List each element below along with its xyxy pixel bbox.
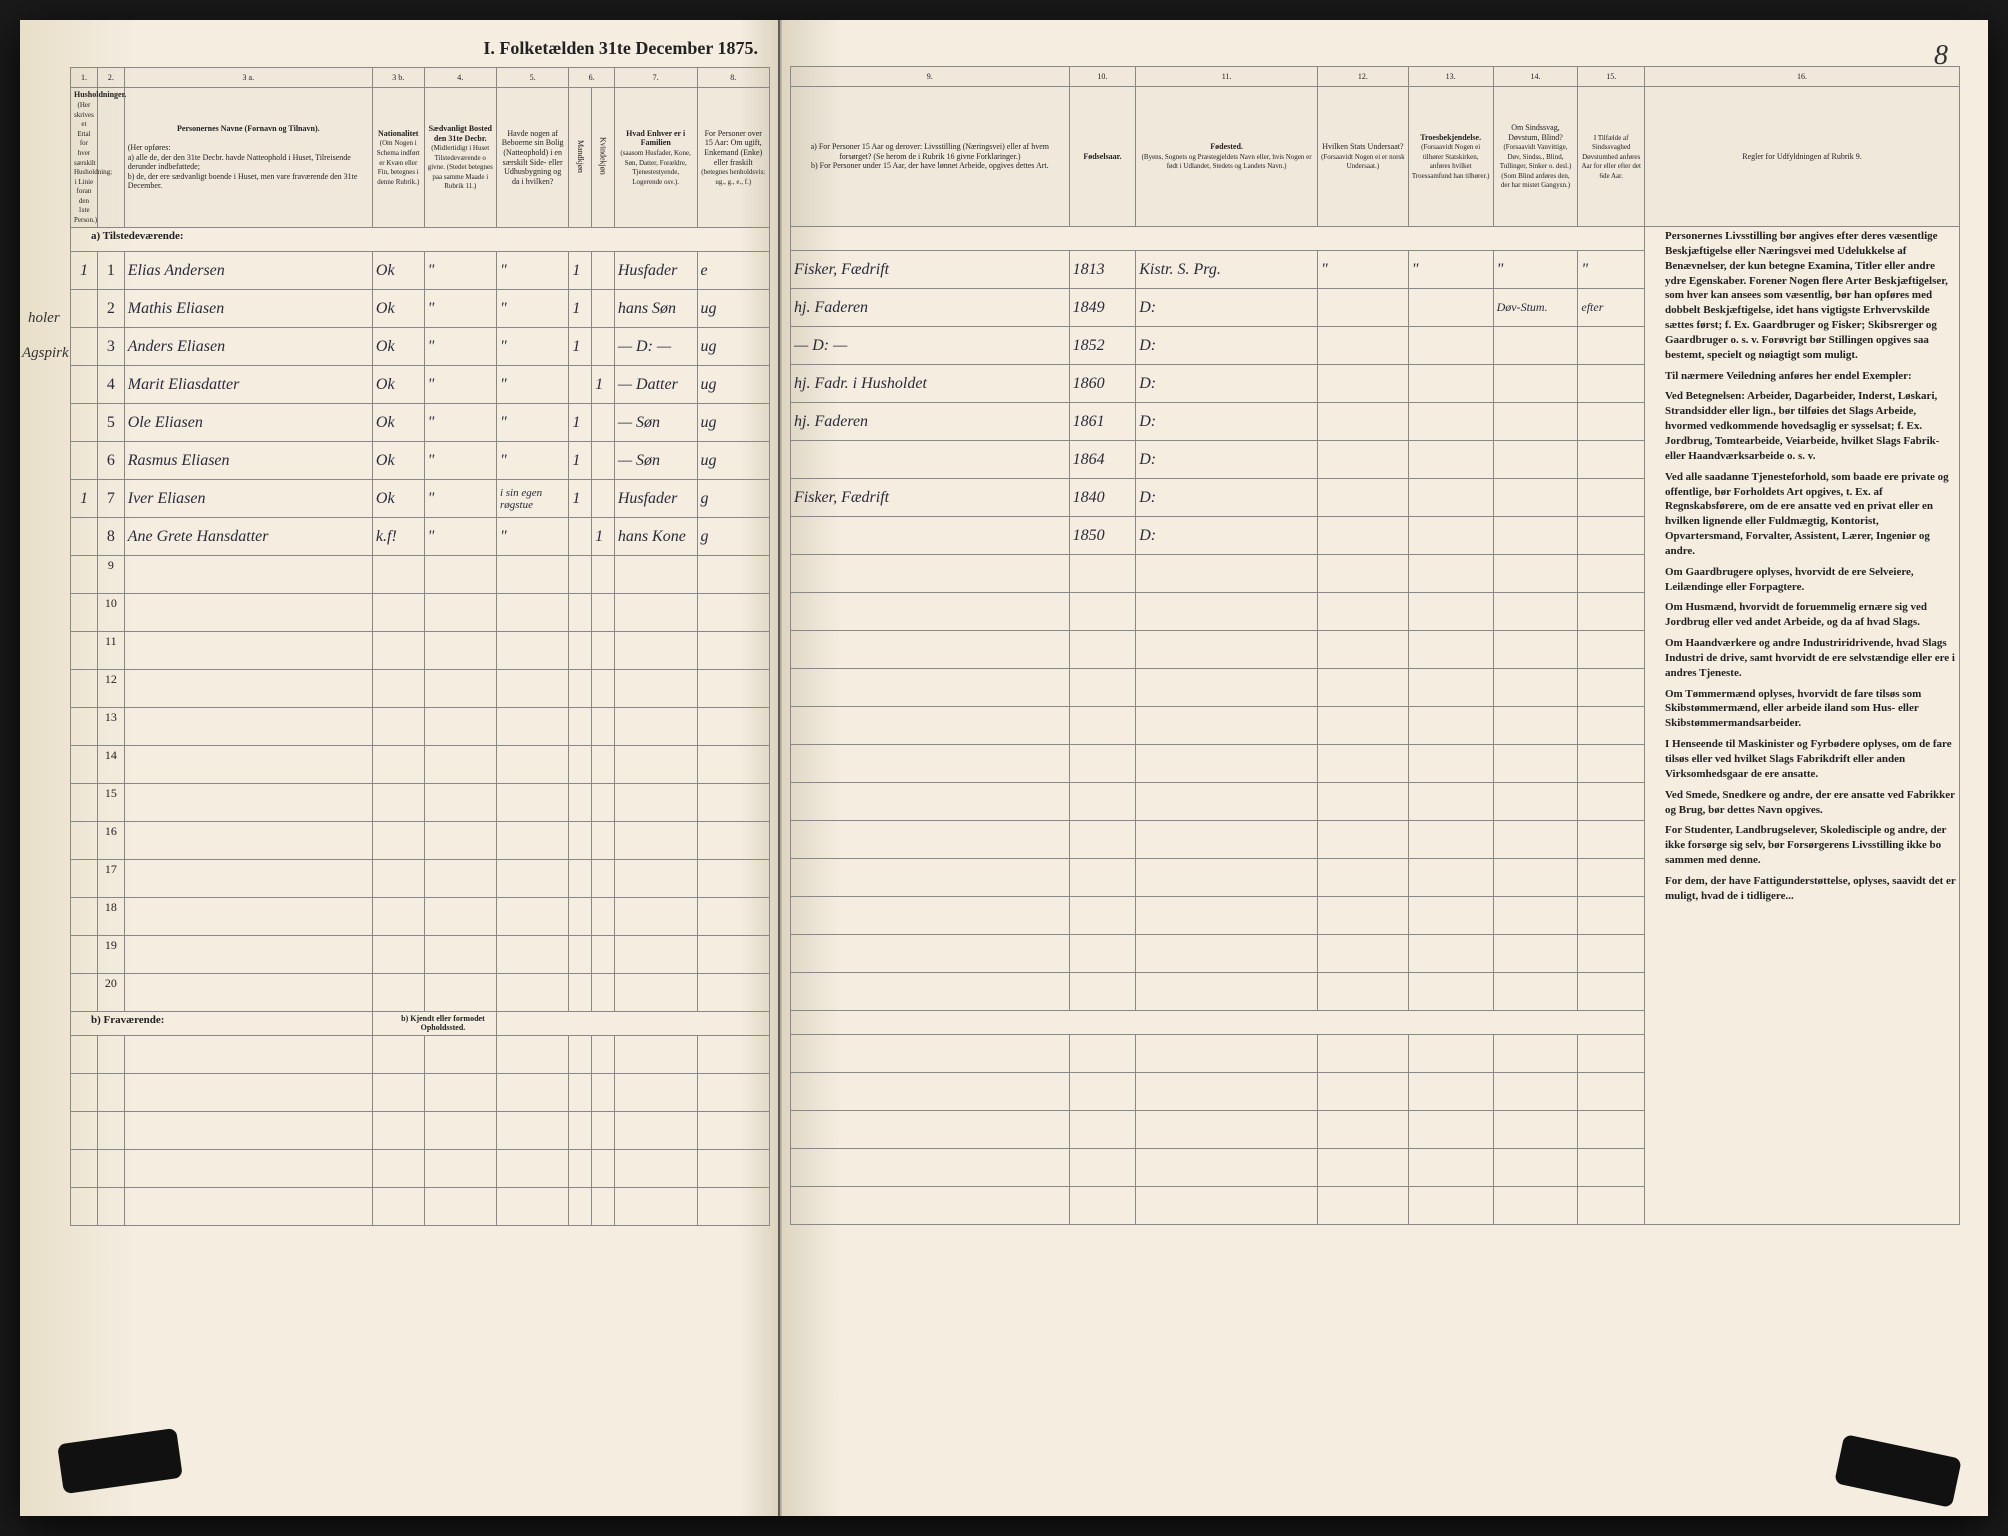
binder-clip-icon — [57, 1428, 183, 1494]
table-row: 3 Anders Eliasen Ok " " 1 — D: — ug — [71, 328, 770, 366]
table-row: 5 Ole Eliasen Ok " " 1 — Søn ug — [71, 404, 770, 442]
header-citizenship: Hvilken Stats Undersaat?(Forsaavidt Noge… — [1317, 87, 1408, 227]
table-row-empty: 12 — [71, 670, 770, 708]
col-header-15: 15. — [1578, 67, 1645, 87]
table-row-empty: 10 — [71, 594, 770, 632]
table-row-empty: 20 — [71, 974, 770, 1012]
ledger-table-left: 1. 2. 3 a. 3 b. 4. 5. 6. 7. 8. Husholdni… — [70, 67, 770, 1226]
right-page: 8 9. 10. 11. 12. 13. 14. 15. 16. a) For … — [780, 20, 1988, 1516]
col-header-10: 10. — [1069, 67, 1136, 87]
margin-note-1: holer — [28, 310, 60, 327]
col-header-9: 9. — [791, 67, 1070, 87]
col-header-12: 12. — [1317, 67, 1408, 87]
table-row-empty — [71, 1150, 770, 1188]
header-civil: For Personer over 15 Aar: Om ugift, Enke… — [697, 88, 769, 228]
table-row: 4 Marit Eliasdatter Ok " " 1 — Datter ug — [71, 366, 770, 404]
left-page: I. Folketælden 31te December 1875. holer… — [20, 20, 780, 1516]
header-birthplace: Fødested.(Byens, Sognets og Præstegjelde… — [1136, 87, 1318, 227]
table-row-empty: 17 — [71, 860, 770, 898]
col-header-7: 7. — [614, 68, 697, 88]
header-mk: Mandkjøn — [569, 88, 592, 228]
header-nationality: Nationalitet(Om Nogen i Schema indført e… — [372, 88, 424, 228]
header-bosted: Sædvanligt Bosted den 31te Decbr.(Midler… — [424, 88, 496, 228]
margin-note-2: Agspirk — [22, 345, 69, 362]
header-family: Hvad Enhver er i Familien(saasom Husfade… — [614, 88, 697, 228]
section-absent: b) Fraværende: — [71, 1012, 373, 1036]
header-bolig: Havde nogen af Beboerne sin Bolig (Natte… — [496, 88, 568, 228]
col-header-3b: 3 b. — [372, 68, 424, 88]
col-header-4: 4. — [424, 68, 496, 88]
col-header-5: 5. — [496, 68, 568, 88]
page-number: 8 — [1934, 40, 1948, 72]
col-header-6: 6. — [569, 68, 614, 88]
table-row-empty — [71, 1074, 770, 1112]
table-row-empty: 18 — [71, 898, 770, 936]
page-title-left: I. Folketælden 31te December 1875. — [20, 20, 778, 67]
header-husholdninger: Husholdninger.(Her skrives et Ettal for … — [71, 88, 98, 228]
table-row-empty: 16 — [71, 822, 770, 860]
table-row: 1 7 Iver Eliasen Ok " i sin egen røgstue… — [71, 480, 770, 518]
header-occupation: a) For Personer 15 Aar og derover: Livss… — [791, 87, 1070, 227]
table-row: 8 Ane Grete Hansdatter k.f! " " 1 hans K… — [71, 518, 770, 556]
header-rules: Regler for Udfyldningen af Rubrik 9. — [1645, 87, 1960, 227]
table-row-empty — [71, 1188, 770, 1226]
header-kk: Kvindekjøn — [592, 88, 615, 228]
ledger-table-right: 9. 10. 11. 12. 13. 14. 15. 16. a) For Pe… — [790, 66, 1960, 1225]
book-spine — [778, 20, 782, 1516]
table-row-empty: 9 — [71, 556, 770, 594]
col-header-8: 8. — [697, 68, 769, 88]
table-row: 6 Rasmus Eliasen Ok " " 1 — Søn ug — [71, 442, 770, 480]
header-birth-year: Fødselsaar. — [1069, 87, 1136, 227]
table-row-empty — [71, 1112, 770, 1150]
header-col2 — [97, 88, 124, 228]
header-names: Personernes Navne (Fornavn og Tilnavn).(… — [124, 88, 372, 228]
table-row: 2 Mathis Eliasen Ok " " 1 hans Søn ug — [71, 290, 770, 328]
col-header-3a: 3 a. — [124, 68, 372, 88]
table-row-empty: 15 — [71, 784, 770, 822]
table-row-empty: 13 — [71, 708, 770, 746]
col-header-16: 16. — [1645, 67, 1960, 87]
table-row-empty — [71, 1036, 770, 1074]
instructions-text: Personernes Livsstilling bør angives eft… — [1645, 227, 1960, 1225]
col-header-11: 11. — [1136, 67, 1318, 87]
table-row-empty: 14 — [71, 746, 770, 784]
col-header-1: 1. — [71, 68, 98, 88]
binder-clip-icon — [1834, 1434, 1962, 1508]
table-row: 1 1 Elias Andersen Ok " " 1 Husfader e — [71, 252, 770, 290]
header-disability-age: I Tilfælde af Sindssvaghed Døvstumhed an… — [1578, 87, 1645, 227]
section-present: a) Tilstedeværende: — [71, 228, 770, 252]
absent-note: b) Kjendt eller formodet Opholdssted. — [372, 1012, 496, 1036]
table-row-empty: 11 — [71, 632, 770, 670]
census-ledger-book: I. Folketælden 31te December 1875. holer… — [20, 20, 1988, 1516]
header-disability: Om Sindssvag, Døvstum, Blind?(Forsaavidt… — [1493, 87, 1578, 227]
table-row-empty: 19 — [71, 936, 770, 974]
col-header-13: 13. — [1408, 67, 1493, 87]
col-header-2: 2. — [97, 68, 124, 88]
header-religion: Troesbekjendelse.(Forsaavidt Nogen ei ti… — [1408, 87, 1493, 227]
col-header-14: 14. — [1493, 67, 1578, 87]
